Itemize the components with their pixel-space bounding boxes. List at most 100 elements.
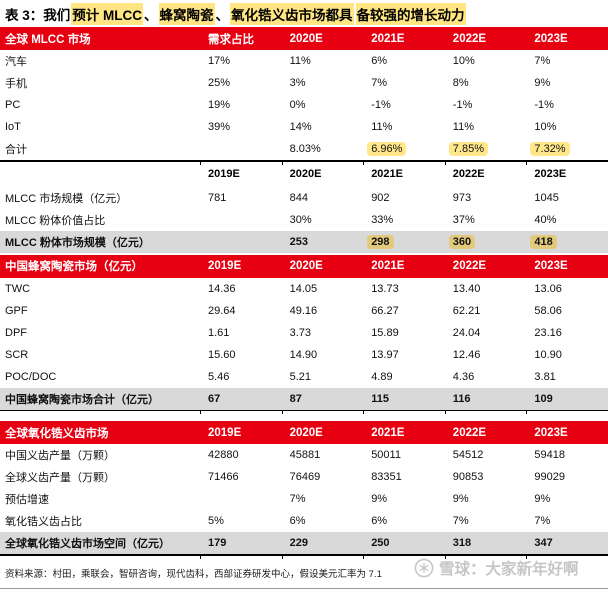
column-header: 2023E [534, 32, 568, 45]
data-cell: 9% [534, 493, 551, 505]
data-cell: 9% [534, 77, 551, 89]
data-cell: 42880 [208, 449, 239, 461]
separator-tick [526, 555, 528, 559]
row-label: GPF [5, 304, 28, 317]
data-cell: 0% [289, 99, 306, 111]
column-header: 2023E [534, 260, 568, 272]
data-cell: 14.90 [289, 348, 318, 361]
row-label: 合计 [5, 144, 27, 156]
data-cell: 19% [208, 99, 231, 111]
data-cell: 24.04 [452, 326, 481, 339]
column-header: 2021E [371, 168, 403, 180]
row-label: MLCC 粉体价值占比 [5, 214, 106, 227]
total-row: MLCC 粉体市场规模（亿元） 253 298 360 418 [0, 230, 608, 253]
data-cell: 179 [208, 537, 227, 549]
separator-tick [444, 161, 446, 165]
column-header: 2019E [208, 260, 242, 272]
separator-tick [363, 555, 365, 559]
data-cell: 67 [208, 392, 221, 405]
data-cell: 298 [363, 234, 445, 249]
column-header: 2021E [371, 260, 405, 272]
data-cell: 90853 [452, 471, 484, 483]
data-cell: 902 [371, 191, 390, 204]
table-row: DPF 1.61 3.73 15.89 24.04 23.16 [0, 322, 608, 344]
row-label: 中国蜂窝陶瓷市场合计（亿元） [5, 393, 159, 406]
title-segment: 、 [215, 7, 230, 23]
data-cell: 9% [371, 493, 388, 505]
data-cell: 11% [452, 121, 474, 133]
separator-tick [281, 555, 283, 559]
row-label: SCR [5, 348, 29, 361]
title-highlight-segment: 预计 MLCC [71, 2, 144, 25]
column-header: 2019E [208, 426, 242, 439]
data-cell: 4.89 [371, 370, 393, 383]
data-cell: 109 [534, 392, 553, 405]
total-row: 中国蜂窝陶瓷市场合计（亿元） 67 87 115 116 109 [0, 387, 608, 410]
data-cell: 45881 [289, 449, 321, 461]
column-header: 2022E [452, 168, 485, 180]
data-cell: 3.81 [534, 370, 556, 383]
title-segment: 表 3：我们 [5, 7, 71, 23]
data-cell: 83351 [371, 471, 402, 483]
data-cell: 76469 [289, 471, 321, 483]
data-cell: 8.03% [289, 143, 321, 155]
data-cell: 12.46 [452, 348, 481, 361]
separator-tick [444, 555, 446, 559]
row-label: 手机 [5, 78, 27, 90]
section-header-label: 中国蜂窝陶瓷市场（亿元） [5, 261, 143, 273]
data-cell: 66.27 [371, 304, 399, 317]
title-highlight-segment: 氧化锆义齿市场都具 [230, 2, 354, 25]
data-cell: 14.05 [289, 282, 318, 295]
data-cell: 253 [289, 235, 308, 248]
data-cell: 7.32% [526, 142, 608, 156]
column-header: 2022E [452, 32, 487, 45]
data-cell: 5% [208, 515, 224, 527]
table-row: MLCC 粉体价值占比 30% 33% 37% 40% [0, 209, 608, 231]
section-header-row: 全球氧化锆义齿市场 2019E 2020E 2021E 2022E 2023E [0, 421, 608, 444]
table-row: IoT 39% 14% 11% 11% 10% [0, 116, 608, 138]
data-cell: 7% [534, 55, 551, 67]
data-cell: 30% [289, 213, 312, 226]
table-row: GPF 29.64 49.16 66.27 62.21 58.06 [0, 300, 608, 322]
data-cell: 13.73 [371, 282, 399, 295]
highlighted-value: 7.32% [530, 142, 570, 156]
data-cell: 7% [452, 515, 469, 527]
data-cell: 6% [289, 515, 306, 527]
data-cell: 29.64 [208, 304, 236, 317]
data-cell: 50011 [371, 449, 401, 461]
data-cell: 8% [452, 77, 469, 89]
data-cell: 360 [445, 234, 527, 249]
data-cell: 99029 [534, 471, 565, 483]
data-cell: 6% [371, 55, 388, 67]
section-separator [0, 554, 608, 559]
data-cell: 7% [371, 77, 388, 89]
snowball-logo-icon [414, 558, 434, 578]
data-cell: 25% [208, 77, 231, 89]
separator-tick [526, 161, 528, 165]
table-row: TWC 14.36 14.05 13.73 13.40 13.06 [0, 278, 608, 300]
data-cell: 6% [371, 515, 388, 527]
data-cell: -1% [534, 99, 554, 111]
table-row: POC/DOC 5.46 5.21 4.89 4.36 3.81 [0, 366, 608, 388]
column-header: 2023E [534, 426, 568, 439]
data-cell: 418 [526, 234, 608, 249]
data-cell: 40% [534, 213, 557, 226]
data-cell: 5.21 [289, 370, 312, 383]
watermark-text: 雪球：大家新年好啊 [439, 561, 579, 578]
data-cell: 71466 [208, 471, 239, 483]
highlighted-value: 6.96% [367, 142, 407, 156]
data-cell: 14.36 [208, 282, 236, 295]
title-highlight-segment: 备较强的增长动力 [355, 2, 466, 25]
column-header: 需求占比 [208, 33, 254, 46]
table-row: MLCC 市场规模（亿元） 781 844 902 973 1045 [0, 187, 608, 209]
separator-tick [363, 161, 365, 165]
row-label: PC [5, 99, 21, 111]
column-header: 2020E [289, 32, 323, 45]
data-cell: 844 [289, 191, 308, 204]
data-cell: 7.85% [445, 142, 527, 156]
data-cell: 1045 [534, 191, 559, 204]
highlighted-value: 360 [448, 234, 476, 249]
column-header: 2019E [208, 168, 240, 180]
data-cell: 3% [289, 77, 306, 89]
